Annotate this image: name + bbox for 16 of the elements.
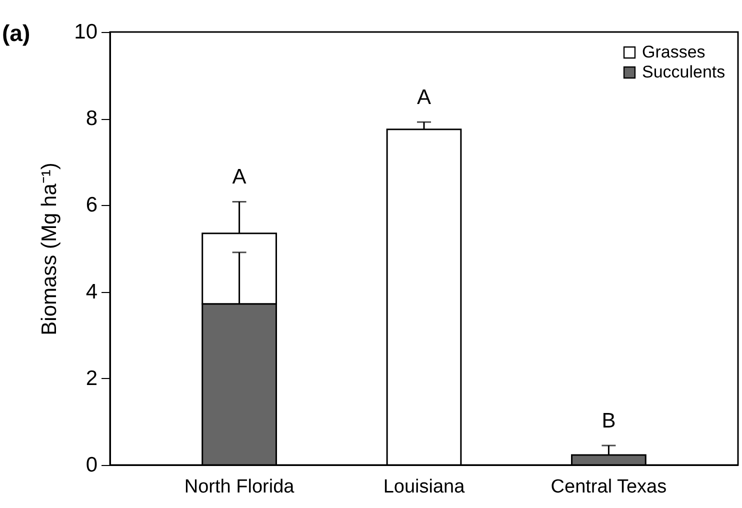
annotation: A — [232, 166, 246, 189]
annotation: B — [602, 410, 616, 433]
y-tick-label: 0 — [86, 454, 98, 476]
x-tick-label: Louisiana — [383, 476, 466, 498]
x-tick-label: Central Texas — [550, 476, 667, 498]
y-tick-label: 6 — [86, 194, 98, 217]
legend-label: Grasses — [642, 42, 706, 62]
legend-label: Succulents — [642, 62, 726, 82]
y-axis-title: Biomass (Mg ha⁻¹) — [38, 162, 62, 336]
y-tick-label: 2 — [86, 366, 98, 390]
text: (a) — [2, 20, 30, 46]
annotation: A — [416, 86, 432, 110]
y-tick-label: 8 — [86, 107, 98, 130]
y-tick-label: 10 — [74, 20, 98, 44]
x-tick-label: North Florida — [184, 476, 295, 498]
y-tick-label: 4 — [86, 280, 98, 304]
